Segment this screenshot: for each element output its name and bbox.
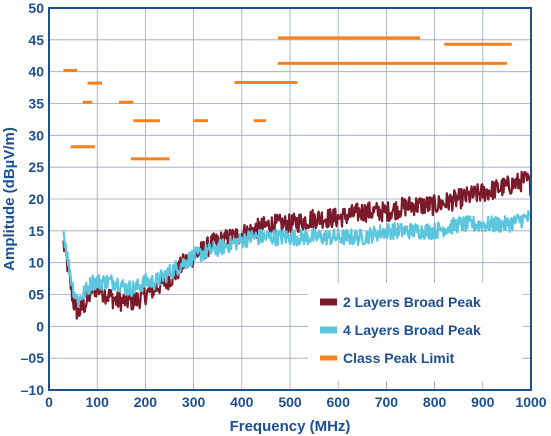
- y-tick-label: 10: [28, 255, 44, 271]
- plot-area-frame: [48, 7, 532, 391]
- y-tick-label: 25: [28, 159, 44, 175]
- y-axis-title: Amplitude (dBµV/m): [1, 127, 18, 271]
- y-tick-label: 40: [28, 64, 44, 80]
- class-peak-limit-lines: [63, 36, 512, 161]
- x-tick-label: 400: [230, 394, 254, 410]
- x-tick-label: 1000: [515, 394, 546, 410]
- y-tick-label: 45: [28, 32, 44, 48]
- y-tick-label: –05: [21, 350, 45, 366]
- y-tick-label: 20: [28, 191, 44, 207]
- x-tick-label: 300: [182, 394, 206, 410]
- y-tick-label: 05: [28, 287, 44, 303]
- legend: 2 Layers Broad Peak 4 Layers Broad Peak …: [308, 283, 522, 381]
- y-tick-label: 15: [28, 223, 44, 239]
- y-axis-tick-labels: –10 –05 0 05 10 15 20 25 30 35 40 45 50: [21, 0, 45, 398]
- y-tick-label: 35: [28, 96, 44, 112]
- x-tick-label: 100: [86, 394, 110, 410]
- y-tick-label: –10: [21, 382, 45, 398]
- y-tick-label: 50: [28, 0, 44, 16]
- x-axis-tick-labels: 0 100 200 300 400 500 600 700 800 900 1000: [45, 394, 547, 410]
- x-tick-label: 500: [278, 394, 302, 410]
- x-tick-label: 700: [375, 394, 399, 410]
- x-tick-label: 900: [471, 394, 495, 410]
- legend-background: [308, 283, 522, 381]
- legend-label-4-layers: 4 Layers Broad Peak: [343, 322, 481, 338]
- x-axis-title: Frequency (MHz): [230, 418, 351, 435]
- legend-label-class-peak-limit: Class Peak Limit: [343, 350, 455, 366]
- legend-label-2-layers: 2 Layers Broad Peak: [343, 294, 481, 310]
- x-tick-label: 600: [327, 394, 351, 410]
- x-tick-label: 200: [134, 394, 158, 410]
- series-4-layers-line: [62, 210, 533, 307]
- x-tick-label: 800: [423, 394, 447, 410]
- y-tick-label: 0: [36, 318, 44, 334]
- data-series: [62, 170, 533, 320]
- y-tick-label: 30: [28, 127, 44, 143]
- x-tick-label: 0: [45, 394, 53, 410]
